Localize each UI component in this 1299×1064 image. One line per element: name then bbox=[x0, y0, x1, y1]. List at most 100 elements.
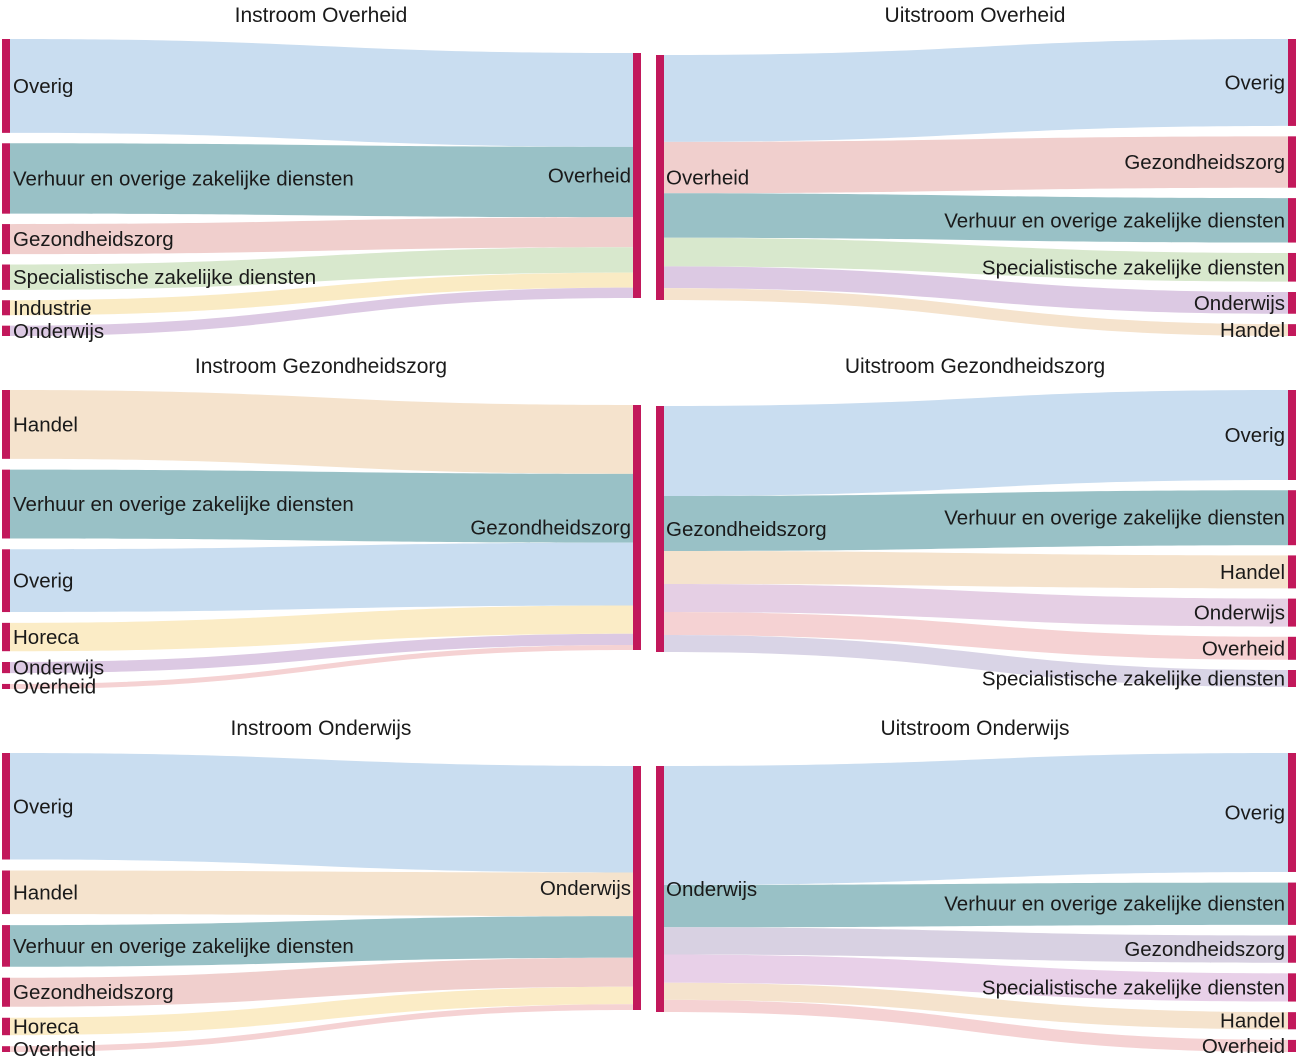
node-label-onderwijs: Onderwijs bbox=[13, 320, 104, 343]
node-label-overig: Overig bbox=[1225, 71, 1285, 94]
node-label-handel: Handel bbox=[1220, 319, 1285, 342]
flow-link-handel bbox=[664, 982, 1288, 1030]
node-label-specialistische-zakelijke-diensten: Specialistische zakelijke diensten bbox=[982, 668, 1285, 691]
flow-link-specialistische-zakelijke-diensten bbox=[664, 237, 1288, 282]
node-label-overig: Overig bbox=[1225, 424, 1285, 447]
node-label-gezondheidszorg: Gezondheidszorg bbox=[1124, 151, 1285, 174]
node-overig bbox=[1288, 753, 1296, 872]
node-label-verhuur-en-overige-zakelijke-diensten: Verhuur en overige zakelijke diensten bbox=[944, 893, 1285, 916]
flow-nodes bbox=[2, 753, 641, 1052]
node-handel bbox=[1288, 324, 1296, 336]
node-overig bbox=[2, 39, 10, 133]
node-gezondheidszorg bbox=[1288, 935, 1296, 963]
node-handel bbox=[2, 390, 10, 459]
node-horeca bbox=[2, 1017, 10, 1036]
node-label-overheid: Overheid bbox=[13, 1038, 96, 1059]
flow-labels: Overig Verhuur en overige zakelijke diens… bbox=[13, 75, 631, 343]
flow-link-onderwijs bbox=[664, 266, 1288, 314]
node-handel bbox=[1288, 555, 1296, 589]
flow-link-handel bbox=[10, 870, 633, 917]
node-onderwijs bbox=[1288, 292, 1296, 314]
node-label-overig: Overig bbox=[1225, 801, 1285, 824]
node-label-onderwijs: Onderwijs bbox=[1194, 292, 1285, 315]
node-verhuur-en-overige-zakelijke-diensten bbox=[2, 469, 10, 539]
center-node bbox=[633, 766, 641, 1010]
node-verhuur-en-overige-zakelijke-diensten bbox=[2, 925, 10, 967]
node-label-verhuur-en-overige-zakelijke-diensten: Verhuur en overige zakelijke diensten bbox=[944, 209, 1285, 232]
flow-links bbox=[10, 753, 633, 1052]
flow-link-overig bbox=[10, 542, 633, 613]
node-label-overig: Overig bbox=[13, 795, 73, 818]
panel-title: Instroom Onderwijs bbox=[231, 717, 412, 740]
flow-links bbox=[10, 39, 633, 336]
center-node-label: Overheid bbox=[666, 167, 749, 190]
flow-link-gezondheidszorg bbox=[664, 927, 1288, 963]
center-node-label: Gezondheidszorg bbox=[666, 518, 827, 541]
node-label-verhuur-en-overige-zakelijke-diensten: Verhuur en overige zakelijke diensten bbox=[13, 935, 354, 958]
center-node-label: Onderwijs bbox=[540, 877, 631, 900]
flow-labels: Overig Gezondheidszorg Verhuur en overige … bbox=[666, 71, 1285, 342]
node-label-horeca: Horeca bbox=[13, 1015, 80, 1038]
flow-link-verhuur-en-overige-zakelijke-diensten bbox=[664, 490, 1288, 551]
node-verhuur-en-overige-zakelijke-diensten bbox=[1288, 882, 1296, 925]
flow-nodes bbox=[656, 39, 1296, 336]
flow-link-onderwijs bbox=[664, 584, 1288, 627]
flow-link-verhuur-en-overige-zakelijke-diensten bbox=[664, 882, 1288, 928]
node-label-overheid: Overheid bbox=[13, 675, 96, 698]
center-node-label: Onderwijs bbox=[666, 878, 757, 901]
flow-link-overig bbox=[664, 753, 1288, 885]
flow-link-onderwijs bbox=[10, 633, 633, 674]
node-label-handel: Handel bbox=[13, 413, 78, 436]
flow-link-overheid bbox=[664, 999, 1288, 1052]
flow-labels: Overig Verhuur en overige zakelijke diens… bbox=[666, 424, 1285, 691]
node-overheid bbox=[1288, 636, 1296, 660]
node-label-specialistische-zakelijke-diensten: Specialistische zakelijke diensten bbox=[13, 266, 316, 289]
panel-instroom-gezondheidszorg: Instroom Gezondheidszorg Handel Verhuur en… bbox=[2, 355, 641, 698]
node-gezondheidszorg bbox=[2, 224, 10, 255]
node-overig bbox=[2, 549, 10, 613]
flow-link-overheid bbox=[10, 1004, 633, 1052]
flow-link-verhuur-en-overige-zakelijke-diensten bbox=[10, 143, 633, 218]
node-handel bbox=[2, 870, 10, 915]
panel-title: Uitstroom Gezondheidszorg bbox=[845, 355, 1105, 378]
node-label-verhuur-en-overige-zakelijke-diensten: Verhuur en overige zakelijke diensten bbox=[13, 493, 354, 516]
flow-link-overig bbox=[664, 390, 1288, 496]
flow-link-onderwijs bbox=[10, 287, 633, 336]
flow-links bbox=[664, 39, 1288, 336]
node-onderwijs bbox=[1288, 598, 1296, 627]
node-label-onderwijs: Onderwijs bbox=[13, 657, 104, 680]
flow-link-specialistische-zakelijke-diensten bbox=[10, 247, 633, 290]
node-specialistische-zakelijke-diensten bbox=[2, 264, 10, 290]
flow-nodes bbox=[656, 390, 1296, 687]
node-label-overig: Overig bbox=[13, 570, 73, 593]
flow-nodes bbox=[656, 753, 1296, 1052]
flow-link-handel bbox=[664, 551, 1288, 589]
node-overheid bbox=[1288, 1039, 1296, 1052]
node-verhuur-en-overige-zakelijke-diensten bbox=[1288, 198, 1296, 243]
node-label-handel: Handel bbox=[1220, 1010, 1285, 1033]
node-label-gezondheidszorg: Gezondheidszorg bbox=[13, 981, 174, 1004]
node-label-gezondheidszorg: Gezondheidszorg bbox=[13, 228, 174, 251]
node-onderwijs bbox=[2, 325, 10, 336]
flow-link-overig bbox=[10, 753, 633, 873]
flow-link-horeca bbox=[10, 605, 633, 652]
flow-links bbox=[10, 390, 633, 689]
panel-title: Uitstroom Overheid bbox=[885, 4, 1066, 27]
node-verhuur-en-overige-zakelijke-diensten bbox=[1288, 490, 1296, 546]
center-node bbox=[656, 766, 664, 1012]
node-gezondheidszorg bbox=[2, 977, 10, 1007]
flow-link-specialistische-zakelijke-diensten bbox=[664, 635, 1288, 687]
flow-link-gezondheidszorg bbox=[10, 957, 633, 1007]
flow-link-overheid bbox=[664, 612, 1288, 660]
flow-link-verhuur-en-overige-zakelijke-diensten bbox=[10, 916, 633, 967]
panel-instroom-onderwijs: Instroom Onderwijs Overig Handel Verhuur en… bbox=[2, 717, 641, 1061]
flow-link-verhuur-en-overige-zakelijke-diensten bbox=[10, 469, 633, 543]
node-verhuur-en-overige-zakelijke-diensten bbox=[2, 143, 10, 214]
node-handel bbox=[1288, 1012, 1296, 1030]
flow-link-overheid bbox=[10, 644, 633, 689]
node-label-horeca: Horeca bbox=[13, 626, 80, 649]
flow-links bbox=[664, 390, 1288, 687]
node-overig bbox=[2, 753, 10, 860]
